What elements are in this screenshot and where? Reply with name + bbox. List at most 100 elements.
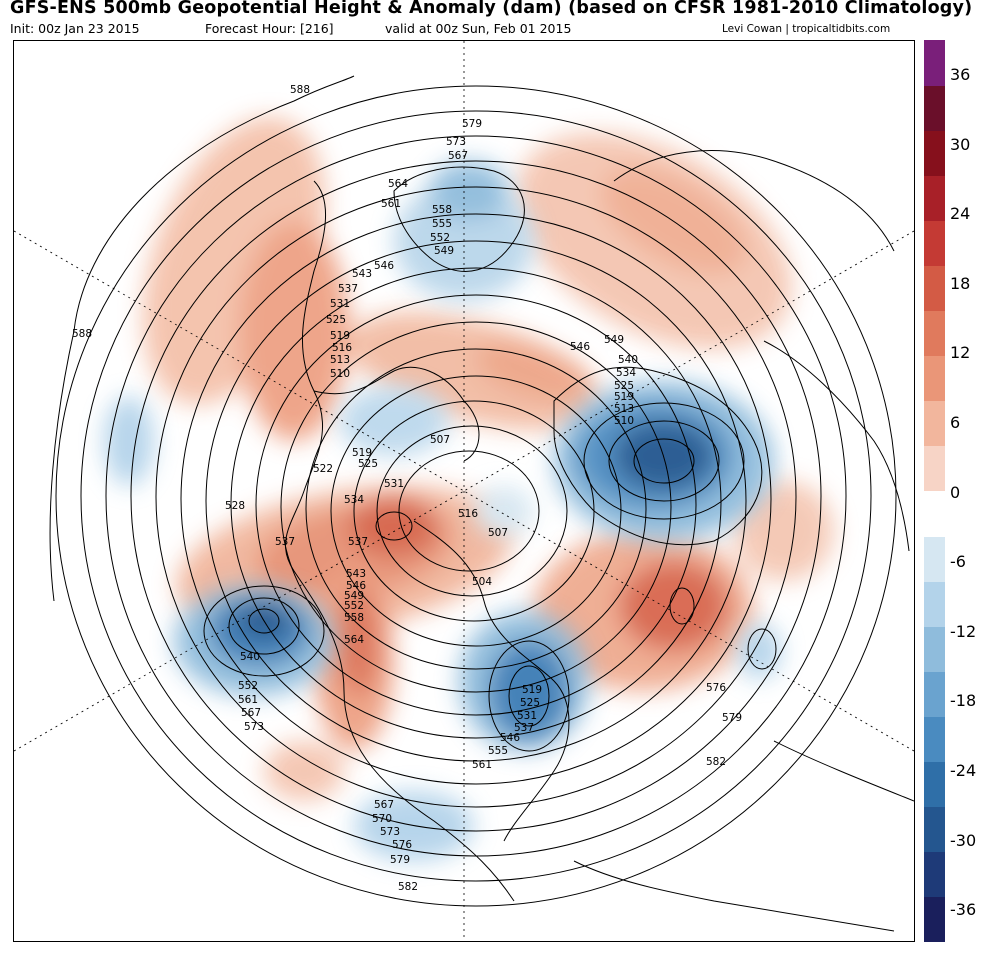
colorbar-segment: [924, 130, 945, 177]
colorbar-segment: [924, 805, 945, 852]
contour-label: 552: [344, 600, 364, 612]
chart-title: GFS-ENS 500mb Geopotential Height & Anom…: [10, 0, 973, 18]
contour-label: 519: [330, 330, 350, 342]
contour-label: 555: [488, 745, 508, 757]
colorbar-tick-label: -12: [950, 621, 977, 641]
contour-label: 525: [326, 314, 346, 326]
contour-label: 588: [72, 328, 92, 340]
colorbar-tick-label: -30: [950, 830, 977, 850]
contour-label: 504: [472, 576, 492, 588]
contour-label: 579: [462, 118, 482, 130]
contour-label: 525: [358, 458, 378, 470]
colorbar-segment: [924, 895, 945, 942]
contour-labels: 588 579 573 567 564 561 558 555 552 549 …: [72, 84, 742, 893]
contour-label: 507: [488, 527, 508, 539]
contour-label: 543: [346, 568, 366, 580]
contour-label: 522: [313, 463, 333, 475]
height-contours: [49, 75, 897, 907]
contour-label: 525: [614, 380, 634, 392]
contour-label: 570: [372, 813, 392, 825]
colorbar-tick-label: 18: [950, 273, 971, 293]
colorbar-segment: [924, 220, 945, 267]
contour-label: 513: [330, 354, 350, 366]
contour-label: 531: [517, 710, 537, 722]
colorbar-tick-label: 0: [950, 482, 961, 502]
contour-label: 546: [374, 260, 394, 272]
colorbar-segment: [924, 535, 945, 582]
contour-label: 549: [604, 334, 624, 346]
contour-label: 552: [238, 680, 258, 692]
contour-label: 576: [706, 682, 726, 694]
contour-label: 561: [238, 694, 258, 706]
colorbar-segment: [924, 760, 945, 807]
contour-label: 555: [432, 218, 452, 230]
contour-label: 534: [616, 367, 636, 379]
contour-label: 564: [388, 178, 408, 190]
contour-label: 510: [330, 368, 350, 380]
contour-label: 516: [332, 342, 352, 354]
colorbar-segment: [924, 490, 945, 537]
anomaly-shading: [104, 117, 834, 861]
contour-label: 558: [432, 204, 452, 216]
contour-label: 546: [500, 732, 520, 744]
colorbar-tick-label: -18: [950, 691, 977, 711]
colorbar-segment: [924, 265, 945, 312]
contour-label: 519: [352, 447, 372, 459]
contour-label: 573: [446, 136, 466, 148]
contour-label: 534: [344, 494, 364, 506]
contour-label: 546: [570, 341, 590, 353]
contour-label: 546: [346, 580, 366, 592]
contour-label: 588: [290, 84, 310, 96]
contour-label: 567: [448, 150, 468, 162]
contour-label: 531: [330, 298, 350, 310]
colorbar-tick-label: -36: [950, 900, 977, 920]
contour-label: 516: [458, 508, 478, 520]
forecast-hour: Forecast Hour: [216]: [205, 21, 334, 36]
colorbar-tick-label: 30: [950, 134, 971, 154]
map-panel: 588 579 573 567 564 561 558 555 552 549 …: [13, 40, 915, 942]
contour-label: 582: [706, 756, 726, 768]
init-time: Init: 00z Jan 23 2015: [10, 21, 140, 36]
contour-label: 525: [520, 697, 540, 709]
contour-label: 552: [430, 232, 450, 244]
contour-label: 519: [614, 391, 634, 403]
colorbar-segment: [924, 355, 945, 402]
colorbar-tick-label: 24: [950, 204, 971, 224]
contour-label: 579: [390, 854, 410, 866]
credit-text: Levi Cowan | tropicaltidbits.com: [722, 23, 891, 35]
colorbar-segment: [924, 670, 945, 717]
contour-label: 549: [434, 245, 454, 257]
colorbar-tick-label: 6: [950, 413, 961, 432]
contour-label: 537: [348, 536, 368, 548]
colorbar-segment: [924, 850, 945, 897]
contour-label: 537: [338, 283, 358, 295]
contour-label: 537: [514, 722, 534, 734]
contour-label: 579: [722, 712, 742, 724]
colorbar-tick-label: -6: [950, 552, 966, 572]
colorbar-tick-label: -24: [950, 761, 977, 780]
valid-time: valid at 00z Sun, Feb 01 2015: [385, 21, 572, 36]
contour-label: 564: [344, 634, 364, 646]
contour-label: 510: [614, 415, 634, 427]
contour-label: 573: [380, 826, 400, 838]
contour-label: 549: [344, 590, 364, 602]
contour-label: 513: [614, 403, 634, 415]
colorbar-segment: [924, 85, 945, 132]
colorbar-segment: [924, 40, 945, 86]
map-svg: 588 579 573 567 564 561 558 555 552 549 …: [14, 41, 914, 941]
contour-label: 540: [240, 651, 260, 663]
contour-label: 543: [352, 268, 372, 280]
colorbar-segment: [924, 400, 945, 447]
colorbar-segment: [924, 580, 945, 627]
contour-label: 567: [374, 799, 394, 811]
contour-label: 531: [384, 478, 404, 490]
contour-label: 558: [344, 612, 364, 624]
contour-label: 582: [398, 881, 418, 893]
contour-label: 519: [522, 684, 542, 696]
contour-label: 561: [472, 759, 492, 771]
colorbar-segment: [924, 715, 945, 762]
colorbar-segment: [924, 445, 945, 492]
contour-label: 528: [225, 500, 245, 512]
contour-label: 540: [618, 354, 638, 366]
colorbar-tick-label: 36: [950, 65, 971, 84]
